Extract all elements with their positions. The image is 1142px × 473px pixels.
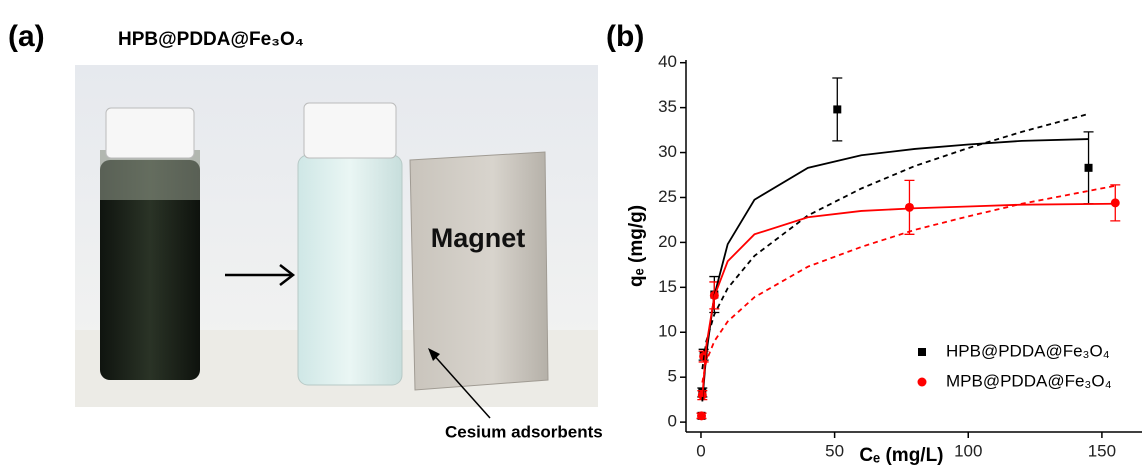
- y-tick-label: 40: [658, 52, 677, 71]
- legend-marker: [918, 348, 926, 356]
- panel-title: HPB@PDDA@Fe₃O₄: [118, 29, 304, 50]
- magnet-label: Magnet: [431, 223, 526, 253]
- fit-curve: [702, 204, 1115, 397]
- y-tick-label: 15: [658, 277, 677, 296]
- y-tick-label: 10: [658, 322, 677, 341]
- pointer-label: Cesium adsorbents: [445, 422, 603, 441]
- legend-label: HPB@PDDA@Fe₃O₄: [946, 341, 1110, 360]
- fit-curve: [702, 139, 1088, 401]
- y-tick-label: 35: [658, 97, 677, 116]
- x-axis-label: Cₑ (mg/L): [859, 445, 943, 466]
- page: {"panel_a": {"label": "(a)", "title": "H…: [0, 0, 1142, 468]
- x-tick-label: 150: [1088, 441, 1116, 460]
- legend-marker: [918, 378, 927, 387]
- data-point: [905, 203, 914, 212]
- data-point: [833, 105, 841, 113]
- figure: (a) HPB@PDDA@Fe₃O₄ Magnet Cesium adsorbe…: [0, 0, 1142, 468]
- x-tick-label: 50: [825, 441, 844, 460]
- y-tick-label: 0: [668, 412, 677, 431]
- y-axis-label: qₑ (mg/g): [626, 205, 647, 287]
- x-tick-label: 100: [954, 441, 982, 460]
- y-tick-label: 25: [658, 187, 677, 206]
- fit-curve: [702, 114, 1088, 369]
- panel-label: (b): [606, 20, 644, 53]
- data-point: [1085, 164, 1093, 172]
- y-tick-label: 30: [658, 142, 677, 161]
- x-tick-label: 0: [696, 441, 705, 460]
- data-point: [697, 411, 706, 420]
- legend-label: MPB@PDDA@Fe₃O₄: [946, 371, 1112, 390]
- y-tick-label: 5: [668, 367, 677, 386]
- panel-label: (a): [8, 20, 45, 53]
- y-tick-label: 20: [658, 232, 677, 251]
- data-point: [1111, 198, 1120, 207]
